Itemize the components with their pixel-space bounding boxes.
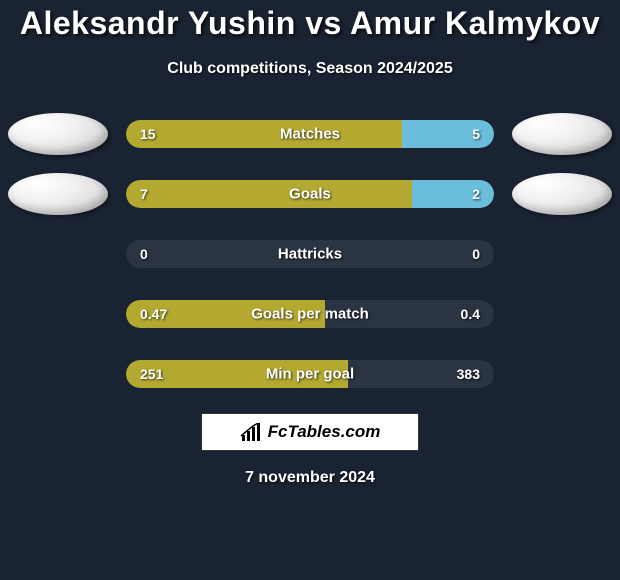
stat-row: 15 5 Matches: [0, 113, 620, 155]
date-line: 7 november 2024: [0, 469, 620, 487]
stat-bar: 15 5 Matches: [126, 120, 494, 148]
stat-row: 0 0 Hattricks: [0, 233, 620, 275]
stat-row: 7 2 Goals: [0, 173, 620, 215]
bubble-placeholder: [512, 293, 612, 335]
stat-value-left: 15: [140, 126, 156, 142]
bubble-placeholder: [8, 353, 108, 395]
stat-value-right: 2: [472, 186, 480, 202]
bubble-placeholder: [8, 293, 108, 335]
stat-value-left: 7: [140, 186, 148, 202]
player-right-bubble: [512, 173, 612, 215]
stat-bar: 0.47 0.4 Goals per match: [126, 300, 494, 328]
chart-icon: [240, 423, 262, 441]
player-right-bubble: [512, 113, 612, 155]
branding-badge[interactable]: FcTables.com: [201, 413, 419, 451]
stat-bar: 7 2 Goals: [126, 180, 494, 208]
player-left-bubble: [8, 173, 108, 215]
branding-text: FcTables.com: [268, 422, 381, 442]
stat-row: 251 383 Min per goal: [0, 353, 620, 395]
subtitle: Club competitions, Season 2024/2025: [0, 60, 620, 78]
stat-value-right: 0: [472, 246, 480, 262]
stat-label: Matches: [280, 126, 340, 143]
stat-value-left: 0.47: [140, 306, 167, 322]
stat-label: Hattricks: [278, 246, 342, 263]
page-title: Aleksandr Yushin vs Amur Kalmykov: [0, 5, 620, 42]
bar-left-fill: [126, 120, 402, 148]
stat-value-left: 251: [140, 366, 163, 382]
bubble-placeholder: [512, 353, 612, 395]
stat-bar: 0 0 Hattricks: [126, 240, 494, 268]
bubble-placeholder: [8, 233, 108, 275]
stat-row: 0.47 0.4 Goals per match: [0, 293, 620, 335]
stat-value-left: 0: [140, 246, 148, 262]
stat-bar: 251 383 Min per goal: [126, 360, 494, 388]
stat-label: Goals per match: [251, 306, 369, 323]
bubble-placeholder: [512, 233, 612, 275]
stat-value-right: 383: [457, 366, 480, 382]
stat-label: Goals: [289, 186, 331, 203]
stats-area: 15 5 Matches 7 2 Goals 0 0 Hattricks 0.47 0.4 Goals…: [0, 113, 620, 395]
player-left-bubble: [8, 113, 108, 155]
bar-left-fill: [126, 180, 412, 208]
bar-right-fill: [412, 180, 494, 208]
stat-value-right: 0.4: [461, 306, 480, 322]
stat-value-right: 5: [472, 126, 480, 142]
stat-label: Min per goal: [266, 366, 354, 383]
